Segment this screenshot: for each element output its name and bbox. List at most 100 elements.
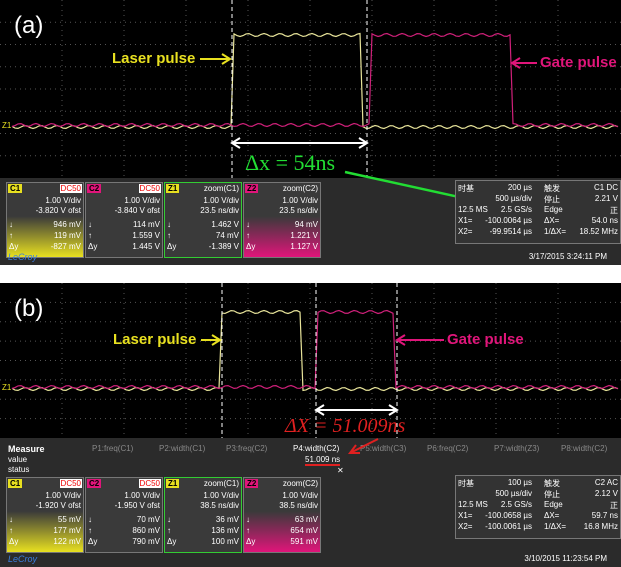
measure-param: P4:width(C2) — [293, 444, 339, 453]
channel-reading: 70 mV — [137, 515, 160, 524]
timebase-text: 停止 — [544, 194, 560, 205]
row-mark: ↑ — [9, 231, 13, 240]
timebase-text: 触发 — [544, 478, 560, 489]
channel-setting: 1.00 V/div — [203, 491, 239, 500]
row-mark: ↓ — [167, 515, 171, 524]
timebase-text: Edge — [544, 205, 563, 214]
channel-tag: Z2 — [245, 479, 258, 488]
channel-box: Z2zoom(C2)1.00 V/div38.5 ns/div↓63 mV↑65… — [243, 477, 321, 553]
timebase-text: -100.0061 µs — [485, 522, 532, 531]
measure-title: Measure — [8, 444, 45, 454]
timebase-text: C2 AC — [595, 478, 618, 487]
channel-tag: C2 — [87, 479, 101, 488]
channel-setting: 23.5 ns/div — [279, 206, 318, 215]
channel-tag: C2 — [87, 184, 101, 193]
channel-setting: 23.5 ns/div — [200, 206, 239, 215]
laser-label: Laser pulse — [113, 331, 196, 348]
timebase-text: X1= — [458, 511, 472, 520]
timebase-text: 正 — [610, 205, 618, 216]
channel-tag: Z1 — [166, 184, 179, 193]
channel-reading: 1.127 V — [290, 242, 318, 251]
measure-param: P6:freq(C2) — [427, 444, 468, 453]
laser-arrow — [200, 54, 230, 64]
row-mark: ↑ — [167, 231, 171, 240]
channel-box: Z1zoom(C1)1.00 V/div38.5 ns/div↓36 mV↑13… — [164, 477, 242, 553]
gate-arrow — [397, 335, 444, 345]
row-mark: ↑ — [246, 231, 250, 240]
timebase-text: 12.5 MS — [458, 500, 488, 509]
channel-setting: 38.5 ns/div — [279, 501, 318, 510]
channel-tag: Z2 — [245, 184, 258, 193]
timebase-text: 2.21 V — [595, 194, 618, 203]
channel-tag: C1 — [8, 184, 22, 193]
panel-label: (b) — [14, 295, 43, 323]
channel-reading: 1.445 V — [132, 242, 160, 251]
channel-tag: C1 — [8, 479, 22, 488]
channel-setting: 1.00 V/div — [124, 491, 160, 500]
channel-mode: DC50 — [60, 479, 82, 488]
timebase-box: 时基200 µs触发C1 DC500 µs/div停止2.21 V12.5 MS… — [455, 180, 621, 244]
trace-tag: Z1 — [2, 383, 12, 392]
timebase-text: 500 µs/div — [495, 489, 532, 498]
measure-param: P7:width(Z3) — [494, 444, 539, 453]
interval-arrow — [232, 138, 367, 148]
timebase-text: 1/ΔX= — [544, 522, 566, 531]
channel-mode: zoom(C2) — [282, 479, 319, 488]
measure-param: P2:width(C1) — [159, 444, 205, 453]
channel-setting: 1.00 V/div — [203, 196, 239, 205]
timebase-text: 1/ΔX= — [544, 227, 566, 236]
channel-reading: -1.389 V — [209, 242, 239, 251]
waveform — [12, 34, 618, 127]
timebase-text: -100.0064 µs — [485, 216, 532, 225]
measure-param: P8:width(C2) — [561, 444, 607, 453]
measure-param: P1:freq(C1) — [92, 444, 133, 453]
figure: Z1(a)Laser pulseGate pulseΔx = 54nsC1DC5… — [0, 0, 621, 567]
channel-reading: 177 mV — [53, 526, 81, 535]
channel-reading: -827 mV — [51, 242, 81, 251]
channel-setting: -1.920 V ofst — [36, 501, 81, 510]
timebase-text: 16.8 MHz — [584, 522, 618, 531]
laser-label: Laser pulse — [112, 50, 195, 67]
channel-mode: DC50 — [139, 184, 161, 193]
row-mark: ↓ — [88, 515, 92, 524]
channel-reading: 74 mV — [216, 231, 239, 240]
channel-setting: -1.950 V ofst — [115, 501, 160, 510]
timebase-text: 2.5 GS/s — [501, 500, 532, 509]
channel-setting: 1.00 V/div — [282, 196, 318, 205]
row-mark: ↓ — [9, 515, 13, 524]
gate-arrow — [512, 58, 537, 68]
row-mark: ↑ — [9, 526, 13, 535]
panel-label: (a) — [14, 12, 43, 40]
channel-reading: 119 mV — [54, 231, 81, 240]
channel-reading: 946 mV — [53, 220, 81, 229]
timebase-text: 100 µs — [508, 478, 532, 487]
channel-mode: DC50 — [60, 184, 82, 193]
row-mark: ↓ — [246, 220, 250, 229]
channel-mode: zoom(C2) — [282, 184, 319, 193]
row-mark: ↓ — [246, 515, 250, 524]
timebase-text: -99.9514 µs — [490, 227, 532, 236]
measure-row-label: status — [8, 465, 29, 474]
row-mark: Δy — [246, 537, 255, 546]
channel-setting: -3.840 V ofst — [115, 206, 160, 215]
timebase-text: 59.7 ns — [592, 511, 618, 520]
row-mark: ↓ — [88, 220, 92, 229]
timebase-text: 200 µs — [508, 183, 532, 192]
channel-reading: 136 mV — [211, 526, 239, 535]
channel-mode: zoom(C1) — [203, 479, 240, 488]
measure-value: 51.009 ns — [305, 455, 340, 466]
channel-reading: 94 mV — [295, 220, 318, 229]
timebase-text: Edge — [544, 500, 563, 509]
brand: LeCroy — [8, 252, 37, 262]
timebase-text: 2.12 V — [595, 489, 618, 498]
channel-reading: 654 mV — [290, 526, 318, 535]
channel-reading: 860 mV — [132, 526, 160, 535]
row-mark: ↓ — [167, 220, 171, 229]
waveform — [12, 34, 618, 129]
